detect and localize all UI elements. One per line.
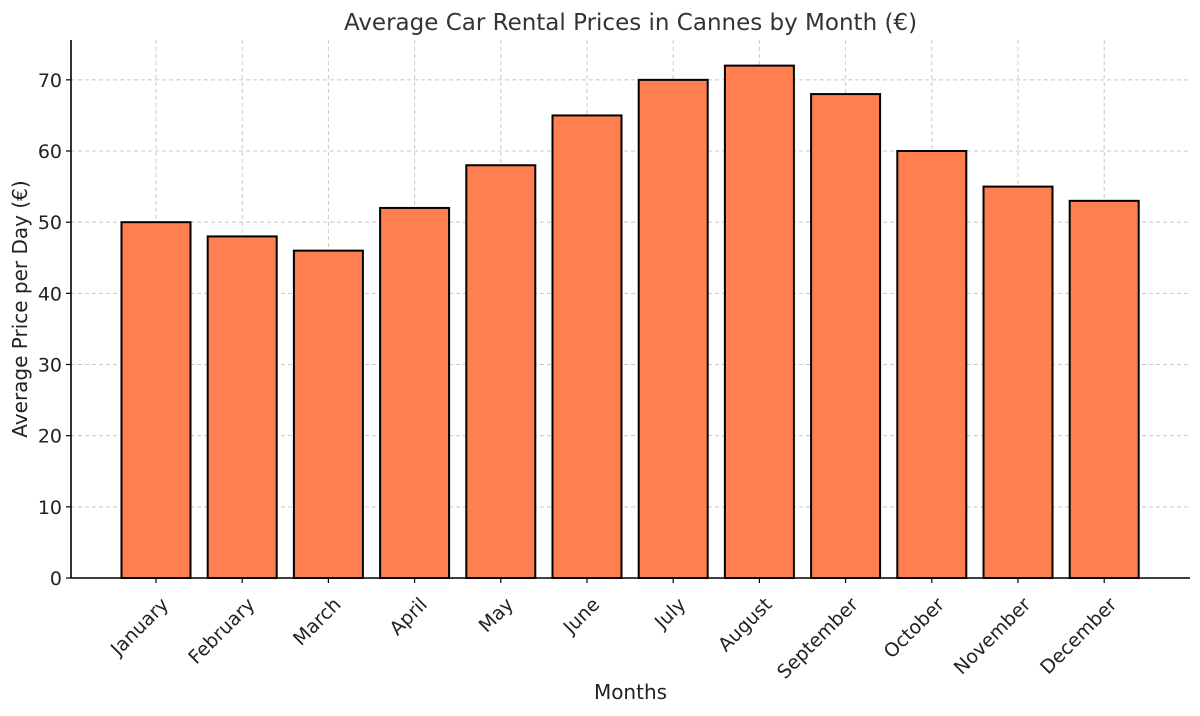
x-tick-label: November bbox=[950, 593, 1036, 679]
x-tick-label: January bbox=[106, 594, 173, 661]
bars bbox=[120, 64, 1140, 580]
x-tick-label: February bbox=[184, 594, 259, 669]
chart-title: Average Car Rental Prices in Cannes by M… bbox=[344, 10, 917, 36]
x-tick-label: August bbox=[714, 594, 777, 657]
bar-november bbox=[982, 185, 1054, 580]
axes bbox=[70, 40, 1190, 579]
x-tick-label: July bbox=[650, 594, 690, 634]
bar-march bbox=[292, 249, 364, 579]
bar-september bbox=[810, 93, 882, 579]
x-tick-labels: January February March April May June July Augu… bbox=[106, 578, 1121, 683]
y-tick-label: 60 bbox=[38, 141, 62, 163]
x-tick-label: June bbox=[559, 594, 605, 640]
y-tick-label: 20 bbox=[38, 426, 62, 448]
bar-october bbox=[896, 150, 968, 579]
x-axis-title: Months bbox=[594, 680, 667, 704]
bar-january bbox=[120, 221, 192, 579]
bar-february bbox=[206, 235, 278, 580]
x-tick-label: April bbox=[385, 594, 431, 640]
x-tick-label: December bbox=[1036, 593, 1121, 678]
y-tick-label: 0 bbox=[50, 568, 62, 590]
bar-july bbox=[637, 78, 709, 580]
y-tick-label: 30 bbox=[38, 355, 62, 377]
x-tick-label: October bbox=[880, 593, 949, 662]
bar-june bbox=[551, 114, 623, 579]
bar-april bbox=[379, 206, 451, 579]
y-tick-label: 10 bbox=[38, 497, 62, 519]
bar-august bbox=[723, 64, 795, 580]
y-tick-label: 50 bbox=[38, 212, 62, 234]
bar-december bbox=[1068, 199, 1140, 579]
bar-may bbox=[465, 164, 537, 579]
x-tick-label: September bbox=[773, 593, 863, 683]
y-tick-label: 40 bbox=[38, 283, 62, 305]
x-tick-label: March bbox=[289, 594, 346, 651]
y-tick-label: 70 bbox=[38, 70, 62, 92]
y-axis-title: Average Price per Day (€) bbox=[8, 180, 32, 437]
x-tick-label: May bbox=[475, 594, 518, 637]
y-tick-labels: 0 10 20 30 40 50 60 70 bbox=[38, 70, 71, 590]
